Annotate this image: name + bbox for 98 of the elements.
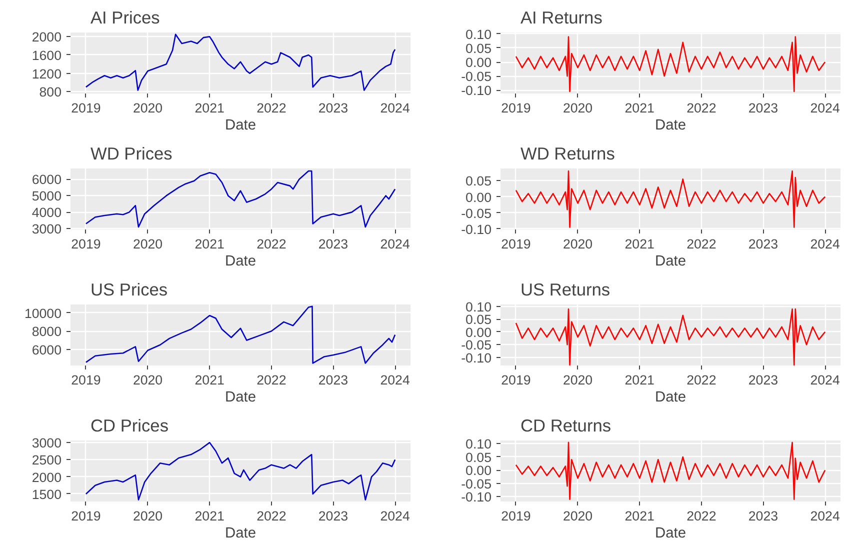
- y-tick-label: 1500: [32, 486, 62, 502]
- y-tick-label: 2000: [32, 30, 62, 45]
- y-tick-label: 2500: [32, 452, 62, 468]
- y-tick-label: -0.05: [461, 69, 492, 84]
- y-tick-label: -0.10: [461, 83, 492, 98]
- x-tick-label: 2023: [748, 372, 778, 388]
- y-tick-label: 0.05: [466, 450, 492, 465]
- x-tick-label: 2021: [194, 100, 224, 116]
- x-tick-label: 2020: [132, 100, 163, 116]
- x-tick-label: 2021: [624, 372, 654, 388]
- x-axis-title: Date: [655, 526, 686, 542]
- x-axis-title: Date: [225, 118, 256, 134]
- x-tick-label: 2021: [194, 236, 224, 252]
- y-tick-label: 0.05: [466, 312, 492, 328]
- y-tick-label: -0.10: [461, 222, 492, 237]
- x-tick-label: 2022: [686, 372, 716, 388]
- x-tick-label: 2023: [318, 508, 348, 524]
- y-tick-label: 1600: [32, 48, 62, 63]
- chart-title: AI Prices: [90, 8, 160, 28]
- x-tick-label: 2022: [256, 236, 286, 252]
- x-axis-title: Date: [655, 390, 686, 406]
- y-tick-label: 0.00: [466, 463, 492, 478]
- y-tick-label: 6000: [32, 172, 62, 188]
- x-tick-label: 2021: [624, 236, 654, 252]
- x-tick-label: 2024: [810, 100, 840, 116]
- x-tick-label: 2024: [810, 508, 840, 524]
- chart-title: US Prices: [90, 280, 168, 300]
- x-tick-label: 2022: [686, 508, 716, 524]
- y-tick-label: -0.05: [461, 338, 492, 353]
- y-tick-label: 2000: [32, 470, 62, 485]
- y-tick-label: 1200: [32, 66, 62, 82]
- x-tick-label: 2019: [501, 372, 531, 388]
- x-tick-label: 2020: [562, 236, 593, 252]
- x-axis-title: Date: [225, 254, 256, 270]
- x-tick-label: 2021: [194, 508, 224, 524]
- y-tick-label: 0.10: [466, 26, 492, 42]
- x-tick-label: 2019: [71, 236, 101, 252]
- x-tick-label: 2021: [624, 100, 654, 116]
- x-tick-label: 2023: [748, 236, 778, 252]
- y-tick-label: 5000: [32, 188, 62, 204]
- y-tick-label: 8000: [32, 324, 62, 340]
- x-tick-label: 2024: [810, 372, 840, 388]
- x-tick-label: 2020: [562, 372, 593, 388]
- x-tick-label: 2024: [380, 372, 410, 388]
- chart-title: WD Prices: [90, 144, 173, 164]
- y-tick-label: 0.05: [466, 174, 492, 189]
- x-tick-label: 2019: [71, 372, 101, 388]
- y-tick-label: 0.00: [466, 324, 492, 340]
- x-tick-label: 2020: [562, 508, 593, 524]
- chart-title: US Returns: [520, 280, 610, 300]
- x-tick-label: 2019: [501, 508, 531, 524]
- x-tick-label: 2024: [380, 100, 410, 116]
- y-tick-label: 3000: [32, 436, 62, 451]
- y-tick-label: 3000: [32, 222, 62, 237]
- x-tick-label: 2021: [624, 508, 654, 524]
- y-tick-label: -0.05: [461, 206, 492, 221]
- x-axis-title: Date: [225, 390, 256, 406]
- y-tick-label: 4000: [32, 205, 62, 220]
- x-axis-title: Date: [655, 254, 686, 270]
- x-tick-label: 2022: [256, 508, 286, 524]
- x-tick-label: 2019: [71, 100, 101, 116]
- x-tick-label: 2019: [501, 236, 531, 252]
- x-tick-label: 2020: [132, 372, 163, 388]
- x-tick-label: 2022: [686, 100, 716, 116]
- x-tick-label: 2024: [380, 508, 410, 524]
- x-tick-label: 2022: [686, 236, 716, 252]
- x-tick-label: 2019: [501, 100, 531, 116]
- x-tick-label: 2020: [132, 508, 163, 524]
- x-tick-label: 2022: [256, 100, 286, 116]
- x-tick-label: 2023: [318, 100, 348, 116]
- x-tick-label: 2020: [132, 236, 163, 252]
- x-tick-label: 2019: [71, 508, 101, 524]
- chart-title: CD Prices: [90, 416, 169, 436]
- chart-title: AI Returns: [520, 8, 603, 28]
- x-axis-title: Date: [655, 118, 686, 134]
- x-tick-label: 2023: [748, 508, 778, 524]
- x-tick-label: 2023: [318, 372, 348, 388]
- x-tick-label: 2024: [380, 236, 410, 252]
- x-tick-label: 2024: [810, 236, 840, 252]
- y-tick-label: -0.05: [461, 476, 492, 492]
- y-tick-label: -0.10: [461, 350, 492, 366]
- x-tick-label: 2023: [748, 100, 778, 116]
- y-tick-label: 800: [39, 84, 62, 100]
- x-tick-label: 2020: [562, 100, 593, 116]
- y-tick-label: 0.10: [466, 436, 492, 452]
- y-tick-label: 0.00: [466, 55, 492, 70]
- y-tick-label: -0.10: [461, 490, 492, 505]
- y-tick-label: 0.10: [466, 300, 492, 315]
- chart-title: WD Returns: [520, 144, 616, 164]
- x-tick-label: 2021: [194, 372, 224, 388]
- chart-title: CD Returns: [520, 416, 612, 436]
- y-tick-label: 6000: [32, 342, 62, 358]
- y-tick-label: 0.05: [466, 40, 492, 56]
- x-tick-label: 2023: [318, 236, 348, 252]
- x-tick-label: 2022: [256, 372, 286, 388]
- y-tick-label: 10000: [24, 306, 62, 321]
- x-axis-title: Date: [225, 526, 256, 542]
- y-tick-label: 0.00: [466, 190, 492, 205]
